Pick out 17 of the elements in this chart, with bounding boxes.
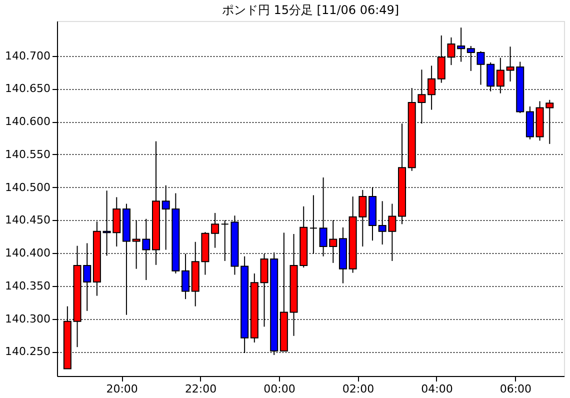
y-tick-label: 140.500 xyxy=(5,180,50,194)
x-tick-label: 02:00 xyxy=(342,382,374,396)
x-tick-label: 06:00 xyxy=(500,382,532,396)
x-tick-label: 20:00 xyxy=(106,382,138,396)
y-tick-label: 140.400 xyxy=(5,246,50,260)
y-tick-label: 140.600 xyxy=(5,115,50,128)
x-tick-label: 00:00 xyxy=(264,382,296,396)
x-tick-label: 22:00 xyxy=(184,382,217,396)
y-tick-label: 140.550 xyxy=(5,148,50,161)
y-tick-label: 140.300 xyxy=(5,312,50,326)
y-tick-label: 140.450 xyxy=(5,214,50,227)
y-tick-label: 140.650 xyxy=(5,82,50,96)
chart-title: ポンド円 15分足 [11/06 06:49] xyxy=(222,3,400,17)
y-tick-label: 140.350 xyxy=(5,279,50,292)
x-tick-label: 04:00 xyxy=(421,382,453,396)
y-tick-label: 140.250 xyxy=(5,345,50,358)
y-tick-label: 140.700 xyxy=(5,49,50,62)
